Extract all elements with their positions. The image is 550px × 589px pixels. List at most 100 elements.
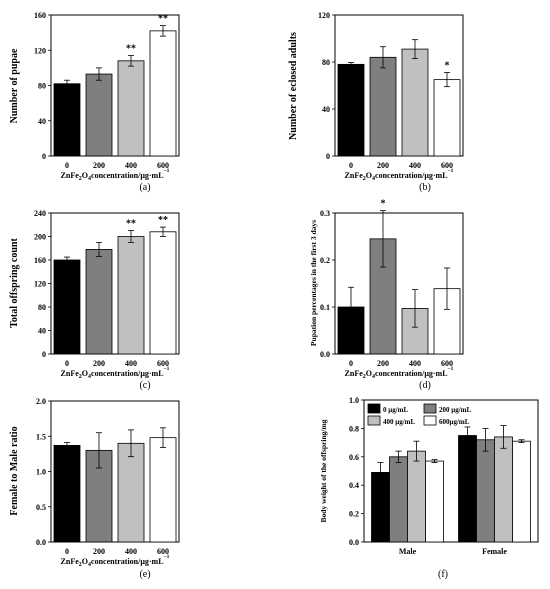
bar — [369, 56, 397, 157]
bar — [433, 79, 461, 157]
x-axis-label-part: concentration/μg·mL — [91, 171, 164, 180]
x-axis-label-part: O — [82, 369, 88, 378]
x-axis-label-part: concentration/μg·mL — [375, 369, 448, 378]
plot-frame — [334, 212, 464, 355]
chart-panel-3: 0.00.10.20.30 200*400 600ZnFe2O4concentrat… — [309, 199, 464, 391]
x-axis-label-part: −1 — [164, 554, 170, 560]
bar — [458, 435, 477, 543]
x-axis-label: ZnFe2O4concentration/μg·mL−1 — [345, 168, 454, 182]
x-axis-label-part: 4 — [372, 176, 375, 182]
x-tick-label: 400 — [125, 547, 137, 556]
legend-label: 200 μg/mL — [439, 406, 471, 414]
chart-panel-1: 0 40 80 120 0 200 400 600 * ZnFe2O4concentration/… — [288, 11, 464, 193]
bar — [337, 63, 365, 157]
x-axis-label-part: concentration/μg·mL — [91, 369, 164, 378]
y-axis-label: Body weight of the offspring/mg — [319, 419, 328, 522]
x-axis-label-part: 2 — [79, 176, 82, 182]
y-tick-label: 0 — [42, 350, 46, 359]
y-tick-label: 0.0 — [320, 350, 330, 359]
y-tick-label: 2.0 — [36, 397, 46, 406]
bar — [85, 73, 113, 157]
x-axis-label-part: −1 — [164, 168, 170, 174]
bar — [389, 456, 408, 543]
x-tick-label: 400 — [125, 161, 137, 170]
panel-label: (c) — [139, 380, 150, 391]
x-tick-label: 600 — [157, 359, 169, 368]
x-tick-label: 400 — [409, 359, 421, 368]
x-axis-label-part: concentration/μg·mL — [375, 171, 448, 180]
x-tick-label: 200 — [377, 161, 389, 170]
x-tick-label: 400 — [409, 161, 421, 170]
x-tick-label: 400 — [125, 359, 137, 368]
bar — [401, 48, 429, 157]
chart-panel-0: 0 40 80 120 160 0 200 400 ** 600 ** ZnFe2O4concentr… — [9, 11, 180, 193]
significance-mark: ** — [158, 14, 168, 25]
x-axis-label-part: −1 — [448, 366, 454, 372]
panel-label: (b) — [419, 182, 431, 193]
bar — [371, 472, 390, 543]
y-tick-label: 0 — [42, 152, 46, 161]
bar — [476, 439, 495, 543]
panel-label: (e) — [139, 569, 150, 580]
x-axis-label-part: ZnFe — [61, 557, 80, 566]
x-axis-label-part: O — [82, 171, 88, 180]
bar — [149, 437, 177, 543]
x-tick-label: 200 — [93, 161, 105, 170]
bar — [425, 460, 444, 543]
y-axis-label: Total offspring count — [9, 238, 20, 328]
x-axis-label-part: 4 — [88, 176, 91, 182]
x-axis-label: ZnFe2O4concentration/μg·mL−1 — [61, 168, 170, 182]
significance-mark: * — [381, 199, 386, 210]
y-tick-label: 0.0 — [36, 538, 46, 547]
y-tick-label: 1.5 — [36, 432, 46, 441]
x-tick-label: 0 — [349, 359, 353, 368]
x-axis-label-part: ZnFe — [345, 171, 364, 180]
y-axis-label: Number of eclosed adults — [288, 32, 299, 140]
y-tick-label: 0 — [326, 152, 330, 161]
x-tick-label: 600 — [441, 161, 453, 170]
x-tick-label: 200 — [93, 547, 105, 556]
x-tick-label: 0 — [65, 161, 69, 170]
legend-label: 600μg/mL — [439, 418, 470, 426]
x-tick-label: 200 — [93, 359, 105, 368]
y-tick-label: 0.1 — [320, 303, 330, 312]
x-axis-label-part: 4 — [88, 562, 91, 568]
legend-swatch — [423, 415, 437, 426]
significance-mark: ** — [126, 219, 136, 230]
y-tick-label: 40 — [322, 105, 330, 114]
y-tick-label: 40 — [38, 327, 46, 336]
legend-swatch — [367, 415, 381, 426]
x-axis-label: ZnFe2O4concentration/μg·mL−1 — [61, 366, 170, 380]
x-tick-label: 200 — [377, 359, 389, 368]
y-tick-label: 160 — [34, 256, 46, 265]
chart-panel-2: 0 40 80 120 160 200 240 0 200 400 ** 600 ** ZnFe2O4co… — [9, 209, 180, 391]
y-tick-label: 0.3 — [320, 209, 330, 218]
y-tick-label: 0.4 — [349, 481, 359, 490]
x-axis-label: ZnFe2O4concentration/μg·mL−1 — [61, 554, 170, 568]
x-axis-label-part: ZnFe — [61, 171, 80, 180]
y-tick-label: 0.2 — [320, 256, 330, 265]
y-tick-label: 80 — [38, 303, 46, 312]
x-axis-label: ZnFe2O4concentration/μg·mL−1 — [345, 366, 454, 380]
y-tick-label: 1.0 — [349, 396, 359, 405]
y-tick-label: 200 — [34, 233, 46, 242]
x-axis-label-part: ZnFe — [61, 369, 80, 378]
bar — [53, 83, 81, 157]
panel-label: (a) — [139, 182, 150, 193]
plot-frame — [334, 14, 464, 157]
x-axis-label-part: concentration/μg·mL — [91, 557, 164, 566]
x-axis-label-part: O — [82, 557, 88, 566]
bar — [53, 259, 81, 355]
panel-label: (d) — [419, 380, 431, 391]
significance-mark: ** — [126, 44, 136, 55]
y-tick-label: 0.2 — [349, 510, 359, 519]
x-tick-label: Male — [399, 547, 417, 556]
y-tick-label: 0.6 — [349, 453, 359, 462]
x-tick-label: Female — [482, 547, 507, 556]
y-tick-label: 0.0 — [349, 538, 359, 547]
significance-mark: * — [445, 61, 450, 72]
x-tick-label: 600 — [157, 547, 169, 556]
bar — [512, 440, 531, 543]
x-axis-label-part: 4 — [372, 374, 375, 380]
x-axis-label-part: ZnFe — [345, 369, 364, 378]
